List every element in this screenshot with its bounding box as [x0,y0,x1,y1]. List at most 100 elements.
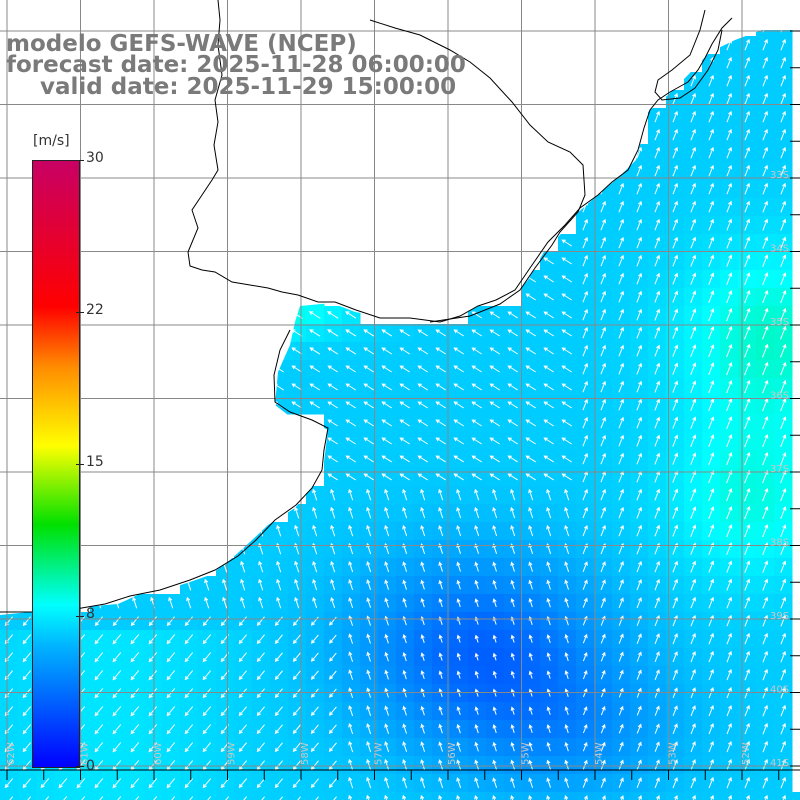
wind-arrow [420,794,425,800]
lon-label: 56W [447,742,458,765]
wind-arrow [297,796,301,800]
wind-speed-cell [126,792,145,800]
wind-arrow [363,347,375,355]
wind-arrow [112,634,122,645]
wind-arrow [583,795,588,800]
wind-arrow [780,704,786,717]
wind-arrow [762,146,768,159]
wind-arrow [564,488,570,501]
wind-arrow [780,668,786,681]
wind-arrow [744,361,751,376]
wind-arrow [762,38,768,51]
wind-arrow [507,419,518,427]
wind-arrow [726,506,733,520]
wind-arrow [744,92,750,105]
wind-arrow [348,794,353,800]
wind-arrow [672,164,678,177]
wind-arrow [582,308,588,321]
wind-arrow [274,634,283,645]
wind-arrow [780,452,787,466]
wind-arrow [780,110,786,123]
wind-arrow [726,632,732,645]
wind-arrow [543,293,554,301]
wind-arrow [762,128,768,141]
wind-arrow [381,473,392,481]
wind-arrow [762,758,768,771]
wind-arrow [600,362,606,375]
wind-arrow [507,329,518,337]
wind-arrow [384,794,389,800]
wind-arrow [780,182,787,195]
wind-arrow [258,596,264,609]
wind-arrow [112,670,122,681]
wind-speed-cell [288,792,307,800]
wind-arrow [310,652,319,662]
wind-arrow [564,633,569,644]
wind-arrow [672,777,678,789]
wind-arrow [618,362,625,375]
wind-arrow [744,632,750,645]
wind-arrow [184,760,194,771]
wind-arrow [546,741,551,752]
wind-arrow [402,759,408,771]
wind-arrow [291,383,302,391]
wind-arrow [780,488,787,502]
wind-arrow [726,416,733,430]
wind-arrow [399,473,410,481]
wind-arrow [63,796,68,800]
wind-arrow [762,325,769,340]
wind-arrow [726,560,733,573]
wind-arrow [708,741,714,753]
wind-arrow [744,38,750,51]
wind-arrow [561,311,572,319]
wind-arrow [528,777,534,788]
wind-arrow [492,488,498,501]
wind-arrow [690,272,697,285]
wind-arrow [744,722,750,735]
wind-arrow [381,365,392,373]
wind-arrow [292,778,301,789]
wind-arrow [672,633,678,645]
wind-arrow [582,398,588,411]
wind-arrow [130,652,140,663]
wind-arrow [330,524,336,537]
wind-arrow [546,488,552,501]
wind-arrow [654,615,660,627]
wind-speed-cell [630,792,649,800]
wind-arrow [292,652,301,662]
wind-arrow [528,759,533,770]
wind-arrow [399,383,410,391]
wind-arrow [600,741,606,752]
wind-arrow [564,706,569,715]
wind-arrow [726,343,733,358]
wind-arrow [438,488,444,501]
wind-arrow [366,776,372,789]
wind-arrow [780,272,787,286]
wind-arrow [636,524,643,537]
wind-speed-cell [162,792,181,800]
wind-arrow [780,416,787,430]
wind-arrow [492,670,497,679]
wind-arrow [238,742,248,753]
wind-arrow [330,560,336,573]
wind-arrow [384,488,390,501]
wind-arrow [363,419,374,427]
wind-arrow [600,398,606,411]
wind-arrow [492,652,497,661]
wind-arrow [744,254,751,267]
wind-arrow [618,633,624,644]
land-mass [0,0,800,615]
wind-arrow [690,146,696,159]
wind-arrow [636,308,643,321]
wind-arrow [348,506,354,519]
wind-arrow [510,579,515,590]
wind-arrow [202,778,212,789]
lon-label: 61W [80,742,91,765]
lon-label: 57W [374,742,385,765]
wind-speed-cell [450,792,469,800]
wind-arrow [238,724,247,735]
wind-arrow [601,795,606,800]
wind-arrow [22,724,32,735]
wind-arrow [438,579,443,590]
wind-arrow [474,634,479,643]
